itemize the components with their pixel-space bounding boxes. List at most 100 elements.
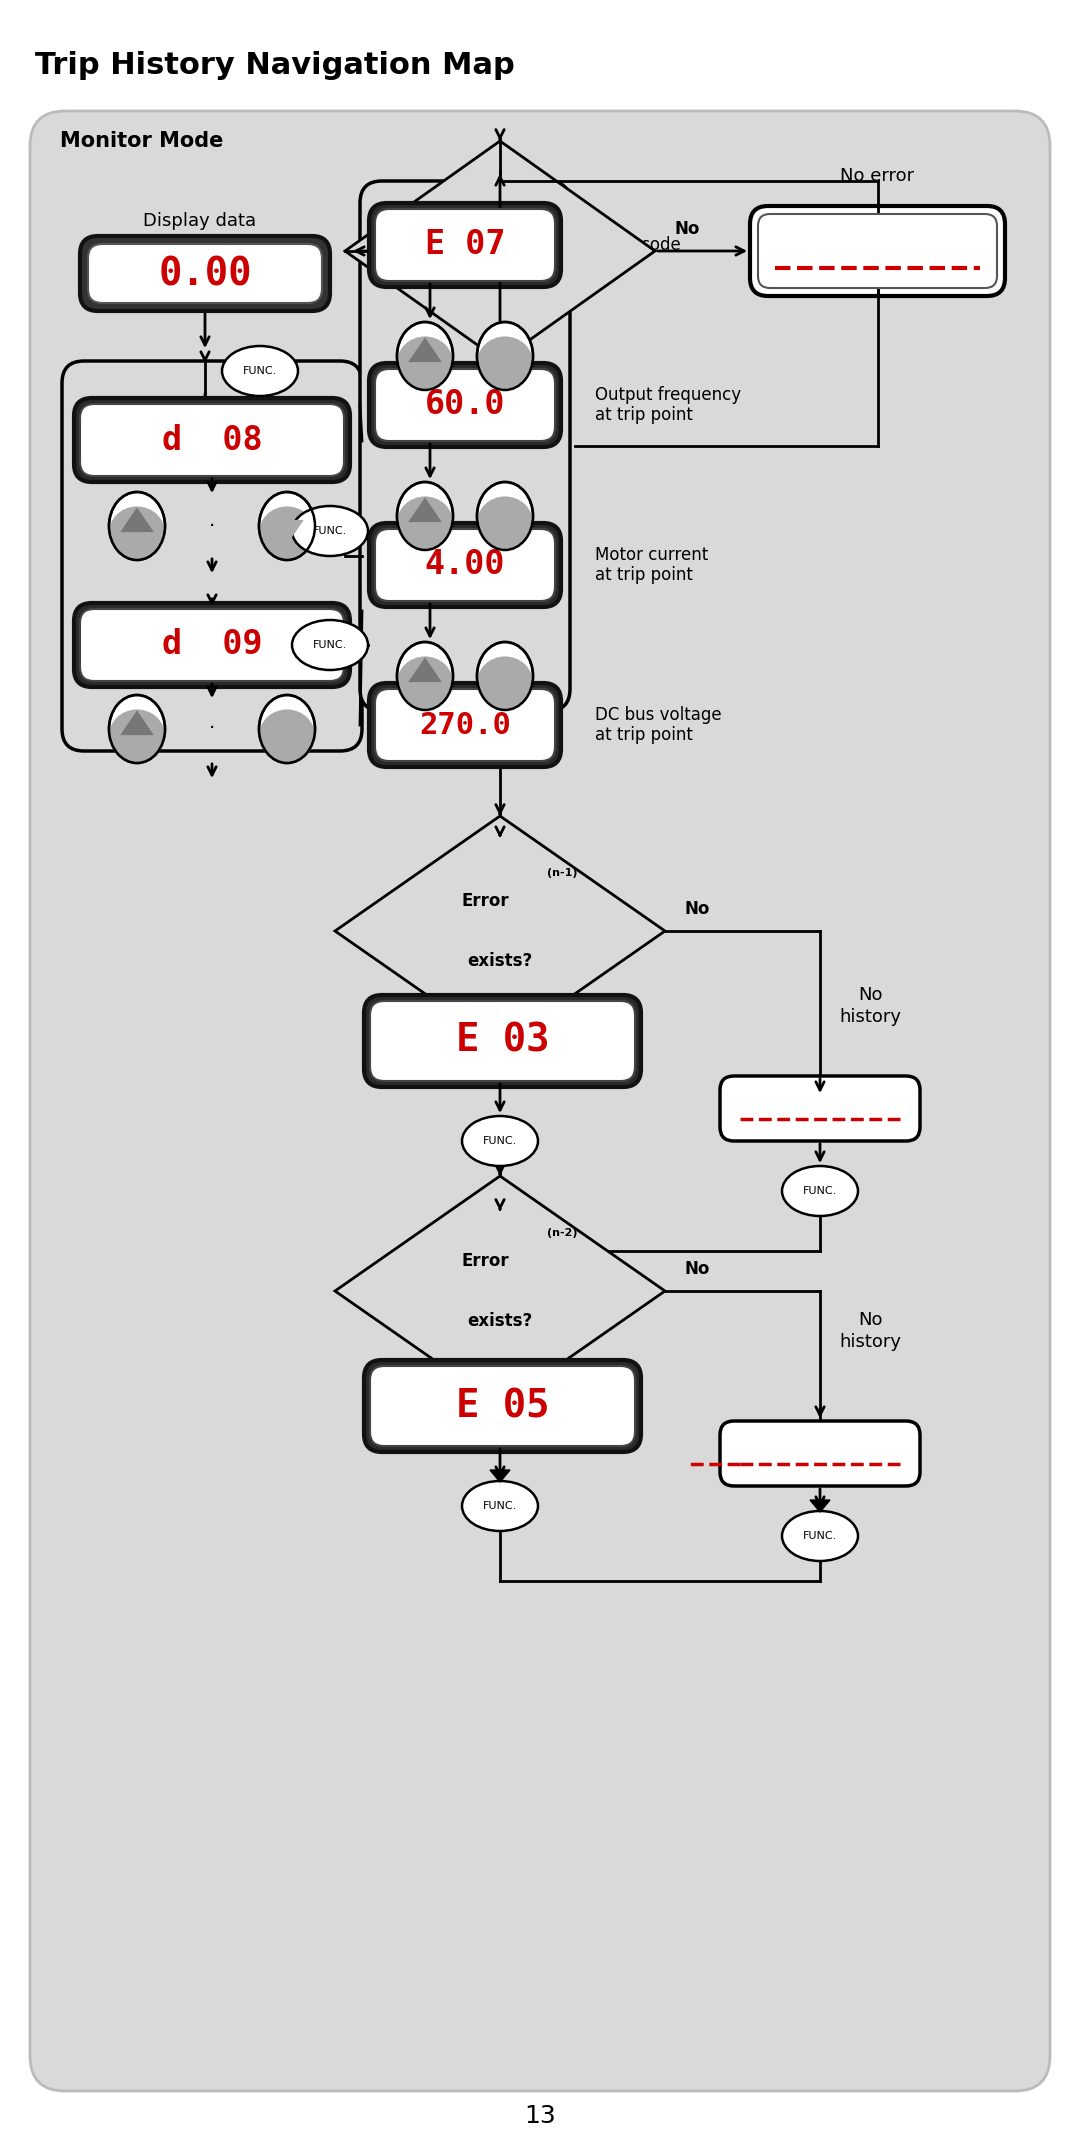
- Ellipse shape: [462, 1482, 538, 1532]
- FancyBboxPatch shape: [75, 602, 350, 686]
- FancyBboxPatch shape: [360, 181, 570, 712]
- Ellipse shape: [259, 695, 315, 764]
- Text: Error code: Error code: [595, 237, 680, 254]
- Ellipse shape: [477, 482, 534, 551]
- FancyBboxPatch shape: [375, 209, 555, 282]
- Ellipse shape: [462, 1116, 538, 1166]
- FancyBboxPatch shape: [370, 1000, 635, 1082]
- Text: Output frequency
at trip point: Output frequency at trip point: [595, 385, 741, 424]
- Text: ·: ·: [208, 718, 215, 738]
- Text: FUNC.: FUNC.: [483, 1136, 517, 1146]
- FancyBboxPatch shape: [375, 688, 555, 761]
- Polygon shape: [488, 669, 522, 695]
- Polygon shape: [488, 351, 522, 374]
- Ellipse shape: [109, 695, 165, 764]
- Text: exists?: exists?: [468, 953, 532, 970]
- Ellipse shape: [782, 1510, 858, 1562]
- Text: No
history: No history: [839, 985, 901, 1026]
- Text: 4.00: 4.00: [424, 549, 505, 581]
- Text: DC bus voltage
at trip point: DC bus voltage at trip point: [595, 706, 721, 744]
- Polygon shape: [335, 815, 665, 1045]
- FancyBboxPatch shape: [369, 523, 561, 607]
- Text: (n-1): (n-1): [546, 869, 577, 878]
- FancyBboxPatch shape: [30, 112, 1050, 2091]
- Text: 0.00: 0.00: [159, 256, 252, 293]
- Text: No: No: [685, 899, 711, 918]
- Polygon shape: [335, 1177, 665, 1407]
- Text: FUNC.: FUNC.: [802, 1185, 837, 1196]
- Text: Error: Error: [461, 893, 509, 910]
- Text: Yes: Yes: [530, 372, 562, 389]
- Text: FUNC.: FUNC.: [313, 527, 347, 536]
- Text: Yes: Yes: [530, 1422, 562, 1439]
- FancyBboxPatch shape: [75, 398, 350, 482]
- Text: ·: ·: [427, 667, 433, 686]
- Text: 270.0: 270.0: [419, 710, 511, 740]
- Text: No
history: No history: [839, 1310, 901, 1351]
- Polygon shape: [345, 142, 654, 361]
- Text: FUNC.: FUNC.: [243, 366, 278, 376]
- Polygon shape: [270, 723, 303, 749]
- Text: No: No: [685, 1260, 711, 1278]
- FancyBboxPatch shape: [375, 370, 555, 441]
- FancyBboxPatch shape: [369, 684, 561, 768]
- Ellipse shape: [259, 505, 315, 559]
- Text: E 03: E 03: [456, 1022, 550, 1060]
- Text: FUNC.: FUNC.: [483, 1501, 517, 1510]
- Text: E 07: E 07: [424, 228, 505, 262]
- FancyBboxPatch shape: [62, 361, 362, 751]
- Text: 13: 13: [524, 2104, 556, 2127]
- FancyBboxPatch shape: [80, 609, 345, 682]
- FancyBboxPatch shape: [375, 529, 555, 600]
- Ellipse shape: [259, 710, 315, 761]
- Text: ·: ·: [427, 505, 433, 525]
- FancyBboxPatch shape: [750, 206, 1005, 297]
- Ellipse shape: [109, 505, 165, 559]
- Ellipse shape: [782, 1166, 858, 1215]
- Text: exists?: exists?: [464, 271, 535, 288]
- Text: ·: ·: [208, 516, 215, 536]
- Text: 60.0: 60.0: [424, 389, 505, 422]
- Text: Monitor Mode: Monitor Mode: [60, 131, 224, 151]
- Ellipse shape: [397, 497, 453, 549]
- Ellipse shape: [109, 493, 165, 559]
- Text: No error: No error: [840, 168, 915, 185]
- Text: E 05: E 05: [456, 1387, 550, 1424]
- Ellipse shape: [477, 323, 534, 389]
- FancyBboxPatch shape: [80, 237, 330, 312]
- Text: Yes: Yes: [530, 1063, 562, 1080]
- Polygon shape: [270, 521, 303, 544]
- Text: Motor current
at trip point: Motor current at trip point: [595, 546, 708, 585]
- Polygon shape: [120, 710, 153, 736]
- Text: (n-2): (n-2): [546, 1228, 577, 1239]
- Ellipse shape: [397, 641, 453, 710]
- Ellipse shape: [222, 346, 298, 396]
- FancyBboxPatch shape: [369, 202, 561, 286]
- FancyBboxPatch shape: [369, 364, 561, 447]
- Ellipse shape: [292, 505, 368, 555]
- FancyBboxPatch shape: [370, 1366, 635, 1445]
- Ellipse shape: [477, 656, 534, 710]
- Polygon shape: [408, 497, 442, 523]
- Ellipse shape: [477, 497, 534, 549]
- Polygon shape: [488, 510, 522, 536]
- Ellipse shape: [397, 323, 453, 389]
- Ellipse shape: [397, 656, 453, 710]
- Ellipse shape: [477, 641, 534, 710]
- Polygon shape: [408, 658, 442, 682]
- Ellipse shape: [397, 482, 453, 551]
- Ellipse shape: [109, 710, 165, 761]
- Polygon shape: [490, 1469, 510, 1482]
- Polygon shape: [120, 508, 153, 531]
- FancyBboxPatch shape: [364, 996, 642, 1086]
- Text: FUNC.: FUNC.: [802, 1532, 837, 1540]
- Polygon shape: [810, 1499, 831, 1512]
- Ellipse shape: [292, 619, 368, 669]
- Ellipse shape: [477, 336, 534, 389]
- Text: FUNC.: FUNC.: [313, 641, 347, 650]
- Text: Error: Error: [461, 1252, 509, 1269]
- FancyBboxPatch shape: [758, 213, 997, 288]
- Text: Display data: Display data: [144, 213, 257, 230]
- Ellipse shape: [397, 336, 453, 389]
- FancyBboxPatch shape: [364, 1359, 642, 1452]
